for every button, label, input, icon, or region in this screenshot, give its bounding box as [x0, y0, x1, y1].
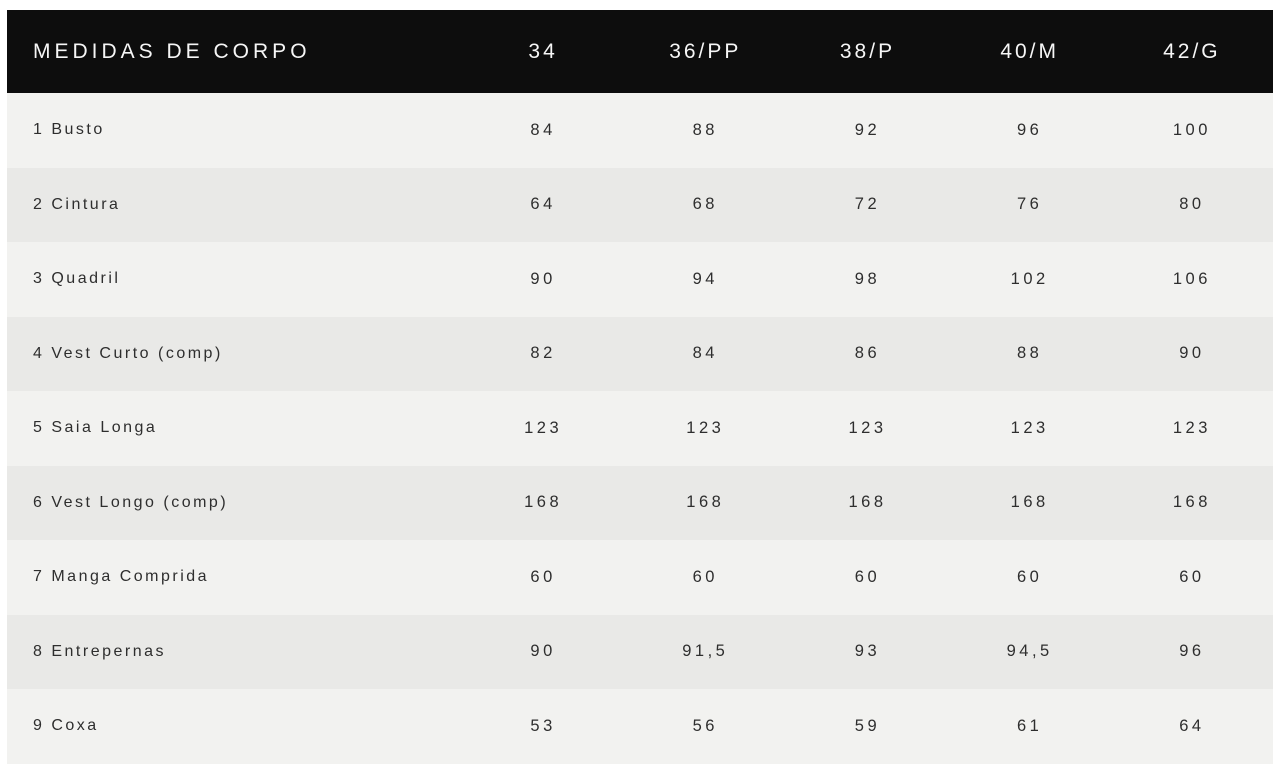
measurement-value: 60 [530, 567, 556, 586]
measurement-value: 60 [854, 567, 881, 586]
measurement-value: 123 [1010, 418, 1049, 437]
table-row: 4 Vest Curto (comp) 82 84 86 88 90 [7, 316, 1273, 391]
measurement-value: 64 [530, 195, 556, 214]
column-header-size: 34 [528, 39, 558, 63]
measurement-value: 168 [686, 493, 725, 512]
measurement-value: 90 [530, 642, 556, 661]
measurement-value: 91,5 [682, 642, 729, 661]
measurement-value: 123 [1172, 418, 1211, 437]
measurement-value: 72 [854, 195, 881, 214]
measurement-value: 96 [1179, 642, 1205, 661]
table-row: 2 Cintura 64 68 72 76 80 [7, 167, 1273, 242]
measurement-value: 123 [524, 418, 563, 437]
measurement-value: 106 [1172, 269, 1211, 288]
row-label: 7 Manga Comprida [33, 568, 210, 586]
table-row: 8 Entrepernas 90 91,5 93 94,5 96 [7, 614, 1273, 689]
column-header-size: 40/M [1000, 39, 1060, 63]
table-row: 3 Quadril 90 94 98 102 106 [7, 242, 1273, 317]
table-body: 1 Busto 84 88 92 96 100 2 Cintura 64 68 72 76 80 3 Q… [7, 93, 1273, 764]
measurement-value: 59 [854, 716, 881, 735]
table-title: MEDIDAS DE CORPO [33, 39, 311, 63]
size-table: MEDIDAS DE CORPO 34 36/PP 38/P 40/M 42/G 1 B… [7, 10, 1273, 764]
measurement-value: 96 [1016, 120, 1043, 139]
measurement-value: 60 [1179, 567, 1205, 586]
table-row: 7 Manga Comprida 60 60 60 60 60 [7, 540, 1273, 615]
row-label: 1 Busto [33, 121, 105, 139]
measurement-value: 93 [854, 642, 881, 661]
measurement-value: 90 [1179, 344, 1205, 363]
measurement-value: 94,5 [1006, 642, 1053, 661]
measurement-value: 123 [686, 418, 725, 437]
measurement-value: 88 [692, 120, 718, 139]
measurement-value: 80 [1179, 195, 1205, 214]
column-header-size: 36/PP [669, 39, 742, 63]
measurement-value: 94 [692, 269, 718, 288]
measurement-value: 84 [530, 120, 556, 139]
table-row: 9 Coxa 53 56 59 61 64 [7, 689, 1273, 764]
table-row: 6 Vest Longo (comp) 168 168 168 168 168 [7, 465, 1273, 540]
row-label: 6 Vest Longo (comp) [33, 493, 229, 511]
measurement-value: 90 [530, 269, 556, 288]
measurement-value: 64 [1179, 716, 1205, 735]
row-label: 2 Cintura [33, 195, 121, 213]
measurement-value: 60 [1016, 567, 1043, 586]
column-header-size: 38/P [839, 39, 896, 63]
column-header-size: 42/G [1163, 39, 1221, 63]
row-label: 4 Vest Curto (comp) [33, 344, 223, 362]
header-row: MEDIDAS DE CORPO 34 36/PP 38/P 40/M 42/G [7, 10, 1273, 93]
measurement-value: 86 [854, 344, 881, 363]
measurement-value: 88 [1016, 344, 1043, 363]
measurement-value: 168 [1010, 493, 1049, 512]
row-label: 3 Quadril [33, 270, 121, 288]
measurement-value: 76 [1016, 195, 1043, 214]
measurement-value: 61 [1016, 716, 1043, 735]
row-label: 8 Entrepernas [33, 642, 167, 660]
measurement-value: 60 [692, 567, 718, 586]
row-label: 5 Saia Longa [33, 419, 158, 437]
table-row: 1 Busto 84 88 92 96 100 [7, 93, 1273, 168]
measurement-value: 168 [848, 493, 887, 512]
measurement-value: 56 [692, 716, 718, 735]
measurement-value: 102 [1010, 269, 1049, 288]
measurement-value: 53 [530, 716, 556, 735]
measurement-value: 168 [524, 493, 563, 512]
measurement-value: 92 [854, 120, 881, 139]
measurement-value: 123 [848, 418, 887, 437]
measurement-value: 68 [692, 195, 718, 214]
table-row: 5 Saia Longa 123 123 123 123 123 [7, 391, 1273, 466]
measurement-value: 82 [530, 344, 556, 363]
row-label: 9 Coxa [33, 717, 99, 735]
size-chart: MEDIDAS DE CORPO 34 36/PP 38/P 40/M 42/G 1 B… [7, 10, 1273, 764]
measurement-value: 168 [1172, 493, 1211, 512]
measurement-value: 100 [1172, 120, 1211, 139]
measurement-value: 84 [692, 344, 718, 363]
measurement-value: 98 [854, 269, 881, 288]
